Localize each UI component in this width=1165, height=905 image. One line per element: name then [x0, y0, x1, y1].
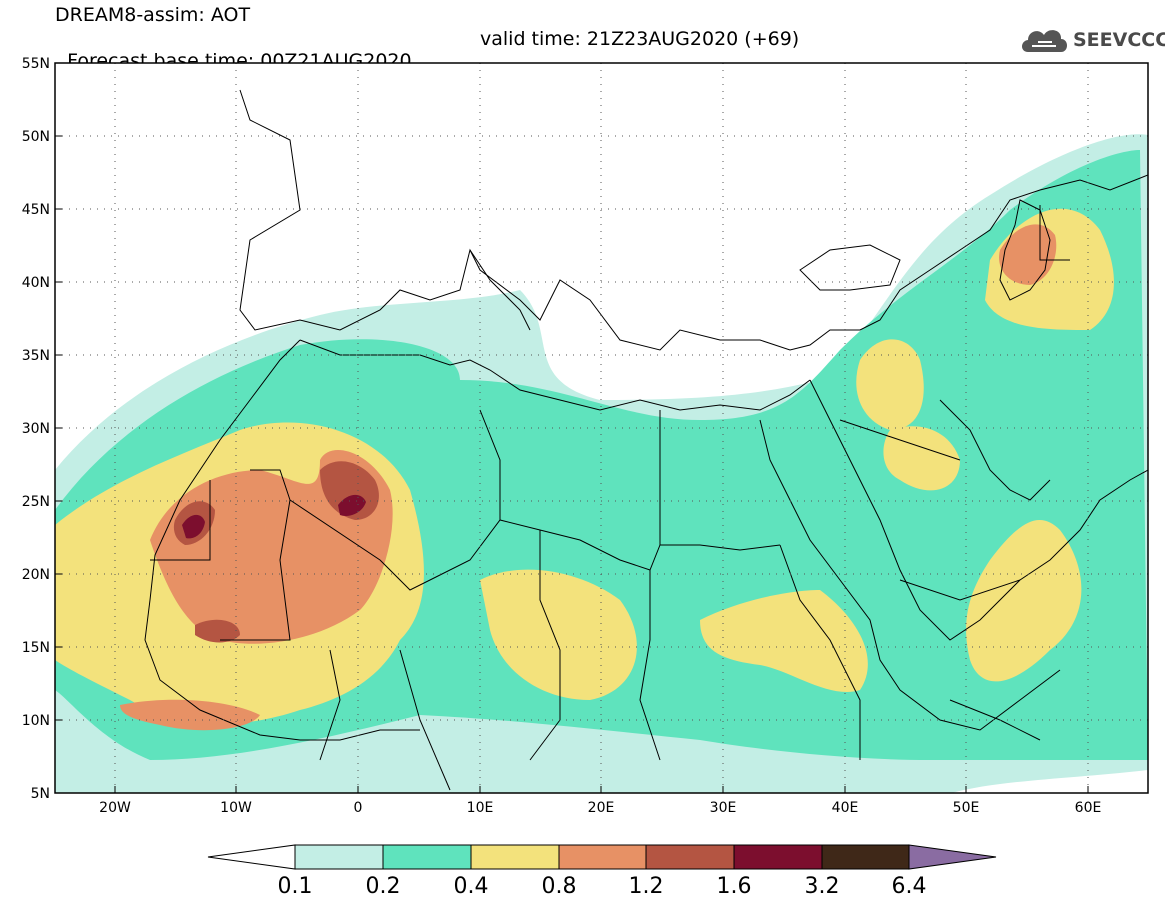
- lon-label: 50E: [953, 800, 980, 816]
- lat-label: 15N: [22, 640, 50, 656]
- arabia-coast: [809, 379, 1148, 641]
- border-8: [839, 419, 961, 461]
- border-12: [319, 649, 341, 761]
- aot-band-0.4-arabia: [966, 520, 1082, 682]
- caspian-sea: [999, 199, 1051, 301]
- lon-label: 40E: [832, 800, 859, 816]
- colorbar-label: 0.4: [454, 874, 489, 899]
- cloud-icon: [1022, 30, 1067, 52]
- lon-label: 30E: [710, 800, 737, 816]
- colorbar-swatch: [294, 844, 384, 870]
- colorbar-swatch: [382, 844, 472, 870]
- colorbar-labels: 0.1 0.2 0.4 0.8 1.2 1.6 3.2 6.4: [278, 874, 927, 899]
- lon-label: 60E: [1075, 800, 1102, 816]
- lat-label: 5N: [31, 786, 50, 802]
- map-title: DREAM8-assim: AOT: [55, 4, 251, 26]
- colorbar-swatch: [733, 844, 823, 870]
- red-sea-east-africa: [759, 419, 1061, 731]
- colorbar-swatch: [821, 844, 910, 870]
- border-1: [220, 469, 291, 641]
- lon-label: 20W: [99, 800, 131, 816]
- longitude-labels: 20W 10W 0 10E 20E 30E 40E 50E 60E: [99, 800, 1101, 816]
- lat-label: 35N: [22, 348, 50, 364]
- colorbar-label: 1.6: [717, 874, 752, 899]
- coastlines: [144, 89, 1148, 791]
- lat-label: 30N: [22, 421, 50, 437]
- north-africa-coast: [299, 339, 811, 411]
- aot-band-0.4-iraq: [856, 339, 924, 430]
- border-11: [150, 480, 211, 561]
- europe-coast: [239, 89, 1148, 351]
- valid-time-label: valid time: 21Z23AUG2020 (+69): [480, 28, 800, 50]
- italy: [469, 249, 531, 331]
- lat-label: 25N: [22, 494, 50, 510]
- lat-label: 55N: [22, 56, 50, 72]
- latitude-labels: 55N 50N 45N 40N 35N 30N 25N 20N 15N 10N …: [22, 56, 50, 802]
- lon-label: 10E: [467, 800, 494, 816]
- gridlines: [55, 63, 1148, 793]
- aot-band-1.6-b: [338, 494, 366, 516]
- lon-label: 0: [354, 800, 363, 816]
- colorbar-label: 6.4: [892, 874, 927, 899]
- colorbar-swatch: [645, 844, 735, 870]
- logo-text: SEEVCCC: [1073, 29, 1165, 51]
- lat-label: 20N: [22, 567, 50, 583]
- aot-band-1.2-c: [195, 619, 240, 643]
- colorbar-swatch: [558, 844, 647, 870]
- black-sea: [799, 244, 901, 291]
- colorbar-over-arrow: [908, 844, 997, 870]
- aot-band-0.4-gulf: [883, 426, 960, 491]
- aot-band-0.8-south: [120, 699, 260, 731]
- lat-label: 50N: [22, 129, 50, 145]
- colorbar-label: 0.8: [542, 874, 577, 899]
- border-9: [899, 579, 1021, 601]
- persian-gulf: [939, 399, 1051, 501]
- colorbar-label: 1.2: [629, 874, 664, 899]
- tick-marks: [55, 62, 1089, 793]
- colorbar-label: 3.2: [805, 874, 840, 899]
- border-2: [289, 499, 781, 591]
- colorbar-swatch: [470, 844, 560, 870]
- colorbar-label: 0.1: [278, 874, 313, 899]
- seevccc-logo: SEEVCCC: [1018, 22, 1165, 58]
- lon-label: 20E: [588, 800, 615, 816]
- border-10: [1039, 205, 1070, 261]
- lon-label: 10W: [220, 800, 252, 816]
- lat-label: 45N: [22, 202, 50, 218]
- colorbar-label: 0.2: [366, 874, 401, 899]
- border-5: [529, 530, 561, 761]
- lat-label: 40N: [22, 275, 50, 291]
- aot-band-0.8-caspian: [999, 224, 1057, 285]
- colorbar-under-arrow: [207, 844, 296, 870]
- aot-band-0.4-east: [480, 569, 637, 700]
- aot-band-0.4-sudan: [700, 590, 868, 693]
- border-3: [479, 409, 501, 520]
- lat-label: 10N: [22, 713, 50, 729]
- aot-band-1.6: [182, 514, 205, 539]
- border-6: [639, 570, 661, 761]
